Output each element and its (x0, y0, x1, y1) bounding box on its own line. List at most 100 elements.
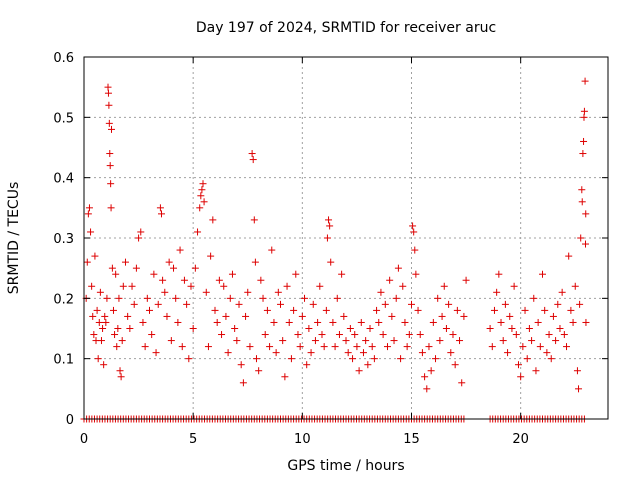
data-point (549, 312, 557, 320)
data-point (185, 355, 193, 363)
data-point (117, 373, 125, 381)
data-point (218, 331, 226, 339)
data-point (451, 361, 459, 369)
data-point (519, 343, 527, 351)
data-point (460, 312, 468, 320)
data-point (379, 331, 387, 339)
data-point (106, 150, 114, 158)
data-point (248, 150, 256, 158)
data-point (309, 300, 317, 308)
data-point (517, 373, 525, 381)
data-point (373, 306, 381, 314)
data-point (198, 186, 206, 194)
data-point (83, 258, 91, 266)
data-point (244, 288, 252, 296)
data-point (567, 306, 575, 314)
data-point (432, 355, 440, 363)
data-point (187, 282, 195, 290)
x-tick-label: 10 (294, 432, 311, 447)
data-point (370, 355, 378, 363)
data-point (207, 252, 215, 260)
data-point (578, 186, 586, 194)
data-point (197, 192, 205, 200)
data-point (362, 337, 370, 345)
data-point (294, 331, 302, 339)
data-point (558, 288, 566, 296)
data-point (115, 294, 123, 302)
data-point (204, 343, 212, 351)
y-tick-label: 0.1 (53, 353, 74, 368)
data-point (163, 312, 171, 320)
data-point (178, 343, 186, 351)
data-point (318, 331, 326, 339)
data-point (353, 343, 361, 351)
data-point (569, 318, 577, 326)
data-point (112, 270, 120, 278)
data-point (255, 367, 263, 375)
data-point (283, 282, 291, 290)
data-point (560, 331, 568, 339)
data-point (311, 337, 319, 345)
data-point (523, 355, 531, 363)
data-point (501, 300, 509, 308)
data-point (497, 318, 505, 326)
data-point (226, 294, 234, 302)
data-point (458, 379, 466, 387)
data-point (510, 282, 518, 290)
data-point (292, 270, 300, 278)
data-point (107, 204, 115, 212)
data-point (512, 331, 520, 339)
data-point (279, 337, 287, 345)
chart-title: Day 197 of 2024, SRMTID for receiver aru… (196, 20, 496, 36)
data-point (421, 373, 429, 381)
data-point (388, 312, 396, 320)
data-point (96, 288, 104, 296)
data-point (409, 222, 417, 230)
data-point (118, 337, 126, 345)
data-point (412, 270, 420, 278)
data-point (366, 325, 374, 332)
data-point (514, 361, 522, 369)
data-point (399, 282, 407, 290)
data-point (340, 312, 348, 320)
data-point (176, 246, 184, 254)
data-point (418, 349, 426, 357)
data-point (541, 306, 549, 314)
data-point (504, 349, 512, 357)
data-point (108, 125, 116, 133)
data-point (438, 312, 446, 320)
data-point (111, 331, 119, 339)
data-point (582, 318, 590, 326)
data-point (102, 318, 110, 326)
data-point (579, 150, 587, 158)
data-point (290, 306, 298, 314)
data-point (148, 331, 156, 339)
data-point (323, 234, 331, 242)
data-point (257, 276, 265, 284)
data-point (158, 210, 166, 218)
data-point (410, 228, 418, 236)
data-point (277, 300, 284, 308)
data-point (237, 361, 245, 369)
data-point (582, 240, 590, 248)
data-point (532, 367, 540, 375)
data-point (261, 331, 269, 339)
data-point (103, 294, 111, 302)
data-point (427, 367, 435, 375)
data-point (383, 343, 391, 351)
data-point (578, 198, 586, 206)
data-point (539, 270, 546, 278)
data-point (252, 355, 260, 363)
data-point (462, 276, 470, 284)
data-point (183, 300, 191, 308)
data-point (506, 312, 514, 320)
data-point (359, 349, 367, 357)
data-point (139, 318, 147, 326)
y-tick-label: 0.3 (53, 232, 74, 247)
data-point (135, 234, 143, 242)
data-point (490, 306, 498, 314)
data-point (242, 312, 250, 320)
data-point (577, 234, 585, 242)
data-point (106, 162, 114, 170)
